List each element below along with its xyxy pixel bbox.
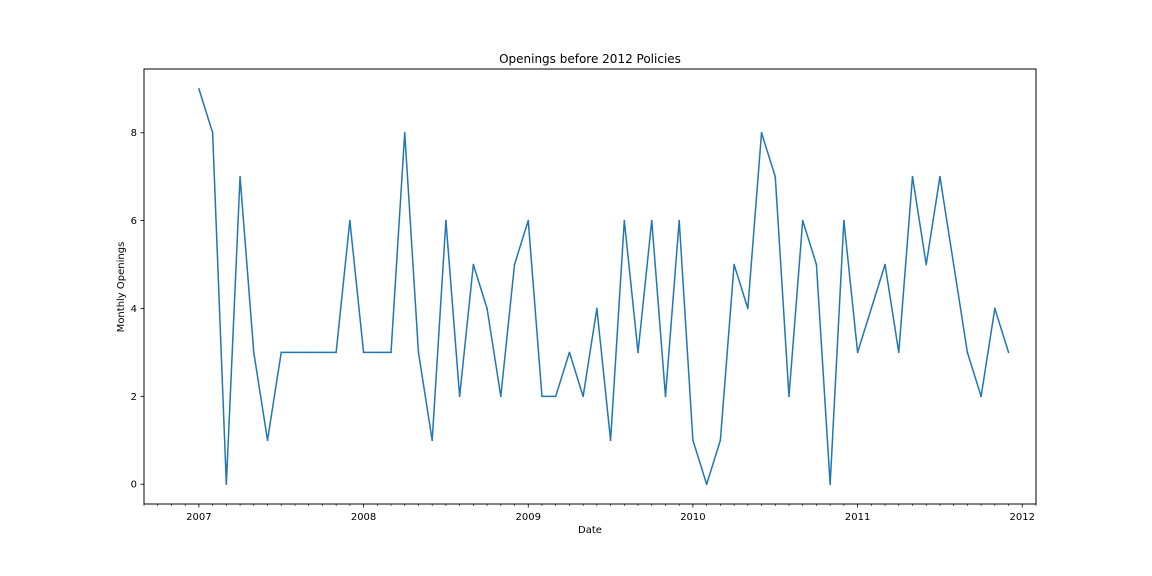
y-tick-label: 0 [131, 480, 137, 491]
data-point [362, 351, 365, 354]
data-point [1007, 351, 1010, 354]
data-point [856, 351, 859, 354]
data-point [623, 219, 626, 222]
data-point [925, 263, 928, 266]
data-point [980, 395, 982, 398]
data-point [637, 351, 639, 354]
data-point [911, 175, 914, 178]
data-point [335, 351, 337, 354]
plot-frame [143, 68, 1037, 505]
data-point [733, 263, 735, 266]
data-point [966, 351, 969, 354]
data-point [403, 131, 406, 134]
data-point [650, 219, 653, 222]
data-point [884, 263, 886, 266]
data-point [788, 395, 790, 398]
data-point [541, 395, 543, 398]
y-tick-label: 2 [131, 392, 137, 403]
data-point [376, 351, 379, 354]
data-point [801, 219, 804, 222]
data-point [568, 351, 571, 354]
data-point [458, 395, 461, 398]
data-point [692, 439, 694, 442]
plot-area [198, 87, 1010, 486]
data-point [939, 175, 941, 178]
data-point [321, 351, 324, 354]
data-point [843, 219, 845, 222]
data-point [307, 351, 310, 354]
y-tick-label: 6 [131, 216, 137, 227]
data-point [705, 483, 708, 486]
data-point [952, 263, 955, 266]
data-point [747, 307, 749, 310]
x-tick-label: 2009 [516, 512, 541, 523]
data-point [815, 263, 818, 266]
data-point [994, 307, 996, 310]
data-point [472, 263, 475, 266]
x-axis: 2007 2008 2009 2010 2011 2012 [143, 504, 1037, 523]
data-point [252, 351, 255, 354]
data-point [500, 395, 502, 398]
data-point [431, 439, 433, 442]
y-axis: 0 2 4 6 8 [131, 128, 144, 491]
data-point [527, 219, 530, 222]
y-tick-label: 4 [131, 304, 137, 315]
x-axis-title: Date [578, 525, 602, 536]
x-tick-label: 2008 [351, 512, 376, 523]
y-tick-label: 8 [131, 128, 137, 139]
data-point [390, 351, 392, 354]
x-tick-label: 2012 [1010, 512, 1035, 523]
data-point [664, 395, 667, 398]
data-point [582, 395, 584, 398]
data-point [266, 439, 269, 442]
x-tick-label: 2010 [680, 512, 705, 523]
data-point [417, 351, 420, 354]
x-tick-label: 2011 [845, 512, 870, 523]
data-point [211, 131, 214, 134]
data-point [198, 87, 200, 90]
data-point [239, 175, 241, 178]
chart-title: Openings before 2012 Policies [499, 52, 681, 66]
data-point [596, 307, 598, 310]
data-point [870, 307, 873, 310]
y-axis-title: Monthly Openings [116, 242, 127, 333]
x-tick-label: 2007 [186, 512, 211, 523]
data-point [349, 219, 351, 222]
data-point [280, 351, 283, 354]
data-point [486, 307, 488, 310]
data-point [719, 439, 722, 442]
data-point [513, 263, 516, 266]
data-point [897, 351, 900, 354]
data-point [760, 131, 763, 134]
data-point [554, 395, 557, 398]
data-point [678, 219, 680, 222]
data-point [829, 483, 831, 486]
data-point [445, 219, 447, 222]
data-point [774, 175, 777, 178]
series-line-1 [198, 88, 1010, 485]
data-point [609, 439, 612, 442]
data-point [294, 351, 296, 354]
data-point [225, 483, 228, 486]
